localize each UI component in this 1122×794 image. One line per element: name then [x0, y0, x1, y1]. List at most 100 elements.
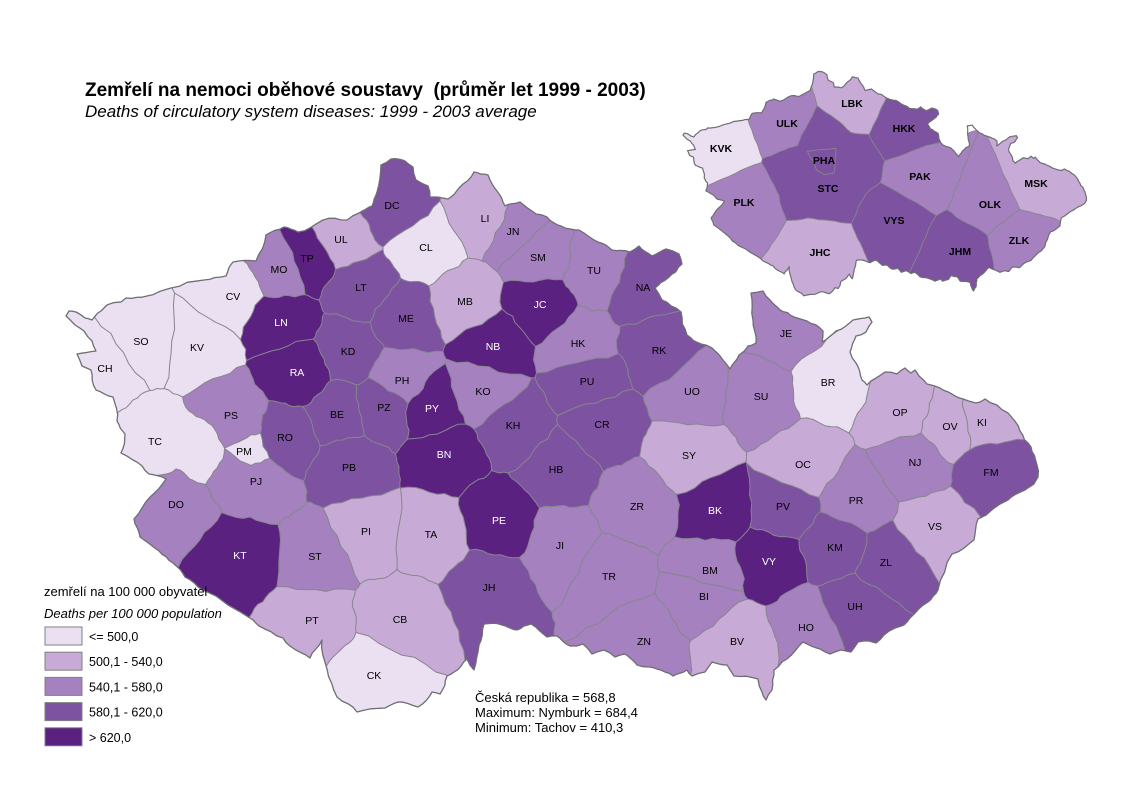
svg-text:PS: PS [224, 410, 238, 422]
svg-text:PI: PI [361, 526, 371, 538]
svg-text:LT: LT [355, 282, 367, 294]
svg-text:DC: DC [384, 200, 400, 212]
svg-text:PZ: PZ [377, 402, 391, 414]
svg-text:KH: KH [506, 420, 521, 432]
svg-text:LN: LN [274, 317, 287, 329]
svg-text:HB: HB [549, 464, 564, 476]
svg-text:TC: TC [148, 436, 162, 448]
svg-text:ZR: ZR [630, 501, 644, 513]
svg-text:KVK: KVK [710, 143, 733, 155]
svg-text:RK: RK [652, 345, 667, 357]
svg-text:KM: KM [827, 542, 843, 554]
svg-text:JH: JH [483, 582, 496, 594]
svg-text:PAK: PAK [909, 171, 931, 183]
svg-text:500,1 - 540,0: 500,1 - 540,0 [89, 655, 163, 669]
svg-text:BK: BK [708, 505, 722, 517]
svg-text:PV: PV [776, 501, 790, 513]
svg-text:PT: PT [305, 615, 319, 627]
svg-text:TR: TR [602, 571, 616, 583]
svg-text:STC: STC [818, 183, 839, 195]
svg-text:ZN: ZN [637, 636, 651, 648]
svg-text:zemřelí na 100 000 obyvatel: zemřelí na 100 000 obyvatel [44, 584, 207, 599]
svg-text:JC: JC [534, 299, 547, 311]
svg-text:CK: CK [367, 670, 382, 682]
svg-text:VYS: VYS [883, 215, 904, 227]
svg-text:CV: CV [226, 291, 241, 303]
svg-text:JN: JN [507, 226, 520, 238]
svg-text:BN: BN [437, 449, 452, 461]
svg-text:SO: SO [133, 336, 148, 348]
svg-text:BR: BR [821, 377, 836, 389]
svg-text:JE: JE [780, 328, 792, 340]
svg-text:LI: LI [481, 213, 490, 225]
svg-text:HKK: HKK [893, 123, 916, 135]
svg-text:BM: BM [702, 565, 718, 577]
svg-text:PR: PR [849, 495, 864, 507]
svg-text:<= 500,0: <= 500,0 [89, 630, 138, 644]
svg-text:KV: KV [190, 342, 204, 354]
svg-text:Minimum: Tachov = 410,3: Minimum: Tachov = 410,3 [475, 720, 623, 735]
svg-text:HK: HK [571, 338, 586, 350]
svg-text:PHA: PHA [813, 155, 836, 167]
svg-text:ME: ME [398, 313, 414, 325]
svg-text:PB: PB [342, 462, 356, 474]
svg-text:Zemřelí na nemoci oběhové sous: Zemřelí na nemoci oběhové soustavy (prům… [85, 80, 646, 101]
svg-text:PM: PM [236, 446, 252, 458]
svg-text:ZLK: ZLK [1009, 235, 1030, 247]
svg-text:RO: RO [277, 432, 293, 444]
svg-text:PH: PH [395, 375, 410, 387]
svg-text:BI: BI [699, 591, 709, 603]
svg-text:UH: UH [847, 601, 862, 613]
svg-text:MSK: MSK [1024, 178, 1048, 190]
svg-text:VY: VY [762, 556, 776, 568]
svg-text:Deaths per 100 000 population: Deaths per 100 000 population [44, 606, 222, 621]
svg-text:MB: MB [457, 296, 473, 308]
svg-text:BE: BE [330, 409, 344, 421]
svg-text:CL: CL [419, 242, 433, 254]
svg-text:NB: NB [486, 341, 501, 353]
svg-text:540,1 - 580,0: 540,1 - 580,0 [89, 680, 163, 694]
svg-text:JHC: JHC [809, 247, 830, 259]
svg-text:ULK: ULK [776, 118, 798, 130]
svg-text:OLK: OLK [979, 199, 1002, 211]
svg-text:PU: PU [580, 376, 595, 388]
svg-text:TA: TA [425, 529, 438, 541]
svg-text:LBK: LBK [841, 98, 863, 110]
svg-text:JHM: JHM [949, 246, 971, 258]
svg-text:PE: PE [492, 515, 506, 527]
svg-text:CR: CR [594, 419, 610, 431]
svg-text:UO: UO [684, 386, 700, 398]
svg-text:HO: HO [798, 622, 814, 634]
svg-text:KO: KO [475, 386, 490, 398]
svg-text:Maximum: Nymburk = 684,4: Maximum: Nymburk = 684,4 [475, 705, 638, 720]
svg-text:CB: CB [393, 614, 408, 626]
svg-text:SM: SM [530, 252, 546, 264]
svg-text:DO: DO [168, 499, 184, 511]
svg-text:ST: ST [308, 551, 322, 563]
svg-text:Česká republika = 568,8: Česká republika = 568,8 [475, 690, 616, 705]
svg-text:RA: RA [290, 367, 305, 379]
svg-text:KT: KT [233, 550, 247, 562]
svg-text:KI: KI [977, 417, 987, 429]
svg-text:SY: SY [682, 450, 696, 462]
svg-text:KD: KD [341, 346, 356, 358]
svg-text:Deaths of circulatory system d: Deaths of circulatory system diseases: 1… [85, 102, 537, 121]
svg-text:TP: TP [300, 253, 313, 265]
svg-text:NA: NA [636, 282, 651, 294]
svg-text:FM: FM [983, 467, 998, 479]
svg-text:OV: OV [942, 421, 957, 433]
svg-text:OC: OC [795, 459, 811, 471]
svg-text:PJ: PJ [250, 476, 262, 488]
svg-text:JI: JI [556, 540, 564, 552]
svg-text:UL: UL [334, 234, 348, 246]
svg-text:MO: MO [271, 264, 288, 276]
svg-text:580,1 - 620,0: 580,1 - 620,0 [89, 706, 163, 720]
svg-text:BV: BV [730, 636, 744, 648]
svg-text:NJ: NJ [909, 457, 922, 469]
svg-text:CH: CH [97, 363, 112, 375]
svg-text:PLK: PLK [734, 197, 755, 209]
svg-text:VS: VS [928, 521, 942, 533]
svg-text:ZL: ZL [880, 557, 892, 569]
svg-text:SU: SU [754, 391, 769, 403]
svg-text:TU: TU [587, 265, 601, 277]
